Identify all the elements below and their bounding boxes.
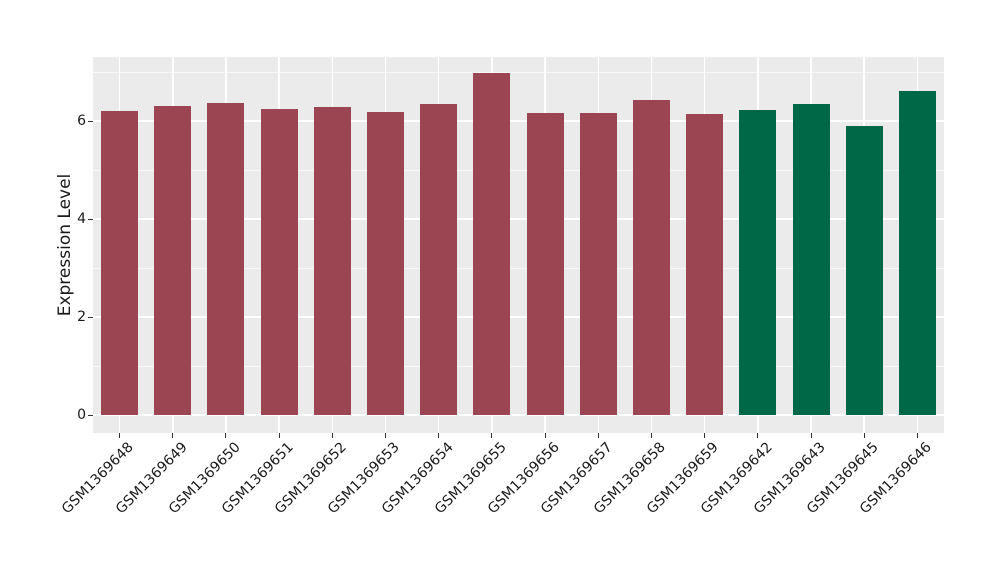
- x-axis-tick: [544, 433, 546, 438]
- plot-panel: [93, 57, 944, 433]
- y-tick-label: 4: [77, 211, 86, 227]
- y-axis-title: Expression Level: [55, 173, 75, 317]
- bar: [526, 113, 564, 415]
- bar: [313, 107, 351, 415]
- x-axis-tick: [278, 433, 280, 438]
- bar: [260, 108, 298, 415]
- bar: [579, 113, 617, 415]
- bar: [367, 112, 405, 415]
- bar: [207, 102, 245, 415]
- y-axis-tick: [88, 120, 93, 122]
- bar: [154, 105, 192, 415]
- bar: [101, 110, 139, 415]
- bar: [792, 104, 830, 415]
- y-axis-tick: [88, 414, 93, 416]
- bar: [686, 114, 724, 415]
- bar: [845, 126, 883, 415]
- gridline-minor: [93, 169, 944, 171]
- bar: [473, 73, 511, 415]
- bar: [632, 99, 670, 415]
- bar: [898, 91, 936, 415]
- x-axis-tick: [757, 433, 759, 438]
- x-axis-tick: [810, 433, 812, 438]
- gridline-minor: [93, 365, 944, 367]
- gridline-major: [93, 218, 944, 220]
- x-axis-tick: [172, 433, 174, 438]
- x-axis-tick: [119, 433, 121, 438]
- x-axis-tick: [438, 433, 440, 438]
- x-axis-tick: [597, 433, 599, 438]
- gridline-minor: [93, 267, 944, 269]
- y-tick-label: 6: [77, 113, 86, 129]
- gridline-major: [93, 316, 944, 318]
- y-tick-label: 0: [77, 407, 86, 423]
- x-axis-tick: [650, 433, 652, 438]
- bar: [420, 103, 458, 415]
- x-axis-tick: [225, 433, 227, 438]
- y-axis-tick: [88, 218, 93, 220]
- bar: [739, 110, 777, 415]
- gridline-major: [93, 414, 944, 416]
- gridline-major: [93, 120, 944, 122]
- gridline-minor: [93, 71, 944, 73]
- y-tick-label: 2: [77, 309, 86, 325]
- x-axis-tick: [331, 433, 333, 438]
- y-axis-tick: [88, 316, 93, 318]
- x-axis-tick: [385, 433, 387, 438]
- x-axis-tick: [916, 433, 918, 438]
- x-axis-tick: [704, 433, 706, 438]
- x-axis-tick: [863, 433, 865, 438]
- x-axis-tick: [491, 433, 493, 438]
